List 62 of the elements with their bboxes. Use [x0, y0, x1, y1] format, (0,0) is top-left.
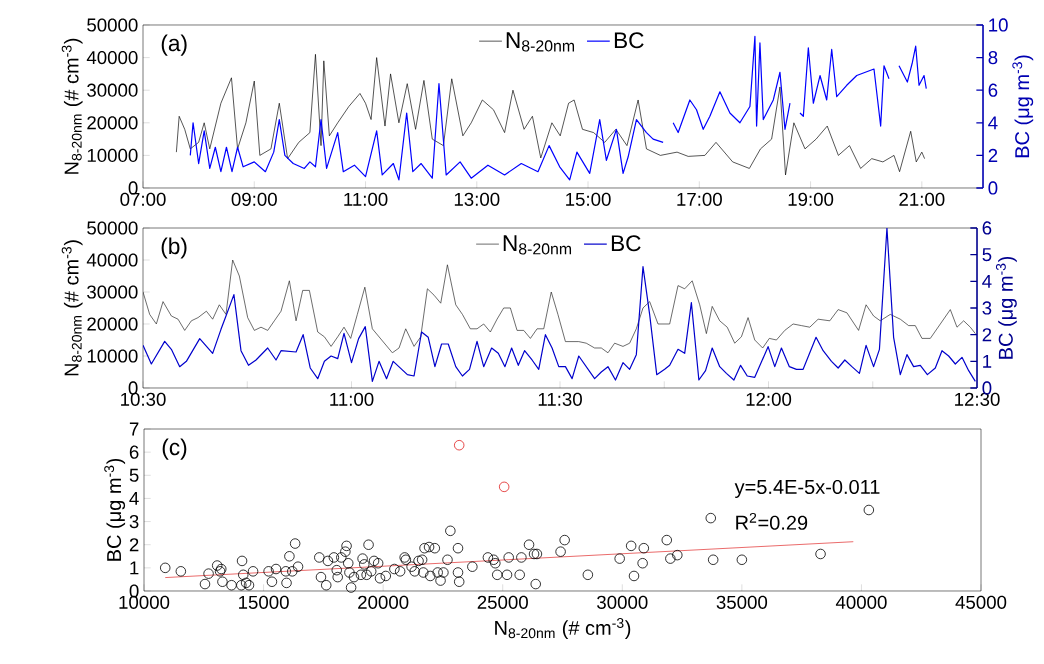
y2-tick-label: 2	[988, 148, 998, 162]
y2-tick-label: 5	[982, 248, 992, 262]
x-tick-label: 35000	[716, 595, 768, 609]
y-tick-label: 20000	[87, 317, 138, 331]
y-axis-title: BC (μg m$^{-3}$)	[104, 458, 126, 561]
x-tick-label: 12:00	[746, 392, 792, 406]
x-tick-label: 17:00	[677, 192, 722, 206]
y2-tick-label: 3	[982, 301, 992, 315]
annotation: R$^{2}$=0.29	[736, 512, 808, 530]
legend-label: N$_{8-20nm}$	[506, 32, 575, 52]
y2-tick-label: 6	[982, 221, 992, 235]
annotation: (b)	[161, 237, 187, 259]
x-tick-label: 11:00	[330, 392, 374, 406]
legend-label: BC	[611, 235, 641, 252]
y-tick-label: 10000	[87, 148, 138, 163]
x-tick-label: 21:00	[899, 192, 945, 206]
y-tick-label: 4	[129, 492, 139, 505]
y-tick-label: 30000	[87, 285, 138, 299]
x-tick-label: 09:00	[231, 192, 277, 206]
y2-tick-label: 8	[988, 50, 998, 65]
annotation: (c)	[162, 438, 187, 460]
y2-tick-label: 4	[982, 274, 992, 288]
annotation: (a)	[161, 34, 187, 56]
y-tick-label: 1	[130, 561, 139, 575]
y-tick-label: 3	[129, 514, 139, 529]
x-tick-label: 19:00	[788, 192, 834, 206]
y-tick-label: 30000	[87, 83, 138, 97]
y-tick-label: 2	[129, 538, 139, 552]
y-tick-label: 6	[129, 445, 139, 459]
y-tick-label: 10000	[87, 349, 138, 363]
legend-label: BC	[614, 32, 644, 49]
x-tick-label: 20000	[358, 595, 409, 609]
y2-tick-label: 4	[988, 116, 998, 130]
x-tick-label: 15000	[239, 595, 289, 609]
y-tick-label: 5	[129, 468, 139, 482]
y2-tick-label: 10	[989, 18, 1008, 32]
y2-axis-title: BC (μg m$^{-3}$)	[995, 256, 1017, 359]
y-tick-label: 40000	[86, 50, 138, 65]
x-tick-label: 45000	[955, 595, 1007, 609]
y2-tick-label: 6	[988, 83, 998, 97]
x-tick-label: 25000	[477, 595, 528, 609]
y-tick-label: 20000	[87, 116, 138, 130]
x-tick-label: 40000	[835, 595, 887, 609]
y-tick-label: 7	[129, 422, 139, 436]
x-tick-label: 13:00	[454, 192, 500, 206]
x-axis-title: N$_{8-20nm}$ (# cm$^{-3}$)	[495, 618, 631, 639]
y2-tick-label: 2	[982, 328, 992, 342]
y2-axis-title: BC (μg m$^{-3}$)	[1012, 55, 1034, 158]
y-tick-label: 50000	[87, 221, 138, 235]
y-axis-title: N$_{8-20nm}$ (# cm$^{-3}$)	[61, 240, 83, 376]
y-axis-title: N$_{8-20nm}$ (# cm$^{-3}$)	[61, 38, 83, 174]
y-tick-label: 40000	[86, 253, 138, 267]
legend-label: N$_{8-20nm}$	[503, 235, 572, 255]
y2-tick-label: 1	[983, 354, 992, 368]
annotation: y=5.4E-5x-0.011	[734, 479, 880, 498]
y-tick-label: 50000	[87, 18, 138, 32]
y2-tick-label: 0	[988, 181, 998, 195]
x-tick-label: 11:30	[538, 392, 582, 406]
x-tick-label: 30000	[597, 595, 648, 609]
x-tick-label: 15:00	[566, 192, 611, 206]
x-tick-label: 11:00	[344, 192, 388, 206]
line-series	[176, 54, 925, 176]
